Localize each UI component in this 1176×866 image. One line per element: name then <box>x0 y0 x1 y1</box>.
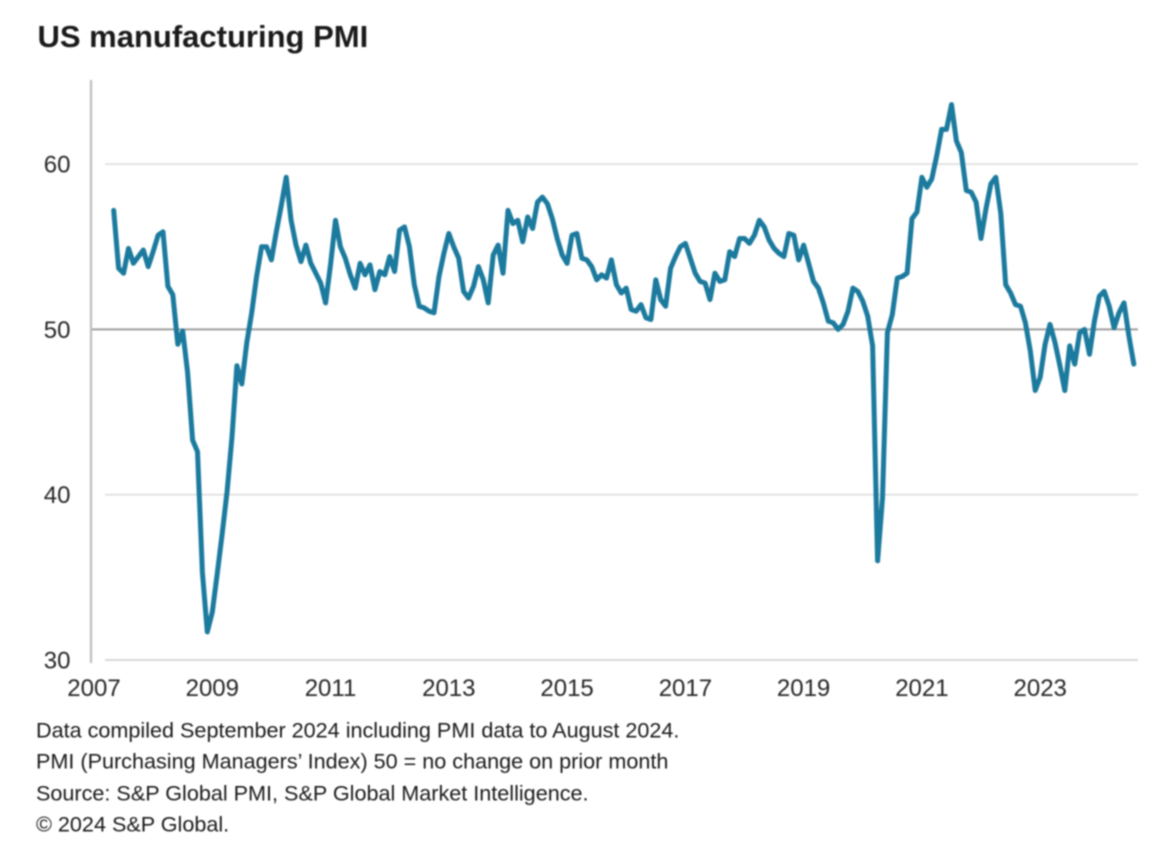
svg-text:50: 50 <box>44 317 71 344</box>
svg-text:2013: 2013 <box>422 675 475 702</box>
svg-text:Data compiled September 2024 i: Data compiled September 2024 including P… <box>36 718 679 743</box>
svg-text:US manufacturing PMI: US manufacturing PMI <box>38 19 369 54</box>
svg-text:2021: 2021 <box>895 675 948 702</box>
svg-text:2023: 2023 <box>1014 675 1067 702</box>
svg-text:60: 60 <box>44 152 71 179</box>
svg-text:2019: 2019 <box>777 675 830 702</box>
svg-text:© 2024 S&P Global.: © 2024 S&P Global. <box>36 812 229 837</box>
svg-text:2017: 2017 <box>659 675 712 702</box>
svg-text:2009: 2009 <box>186 675 239 702</box>
svg-text:30: 30 <box>44 648 71 675</box>
svg-text:2011: 2011 <box>305 675 357 702</box>
svg-text:Source: S&P Global PMI, S&P Gl: Source: S&P Global PMI, S&P Global Marke… <box>36 781 589 806</box>
svg-text:40: 40 <box>44 482 71 509</box>
svg-text:2015: 2015 <box>540 675 593 702</box>
svg-text:2007: 2007 <box>67 675 120 702</box>
svg-text:PMI (Purchasing Managers’ Inde: PMI (Purchasing Managers’ Index) 50 = no… <box>36 749 668 774</box>
